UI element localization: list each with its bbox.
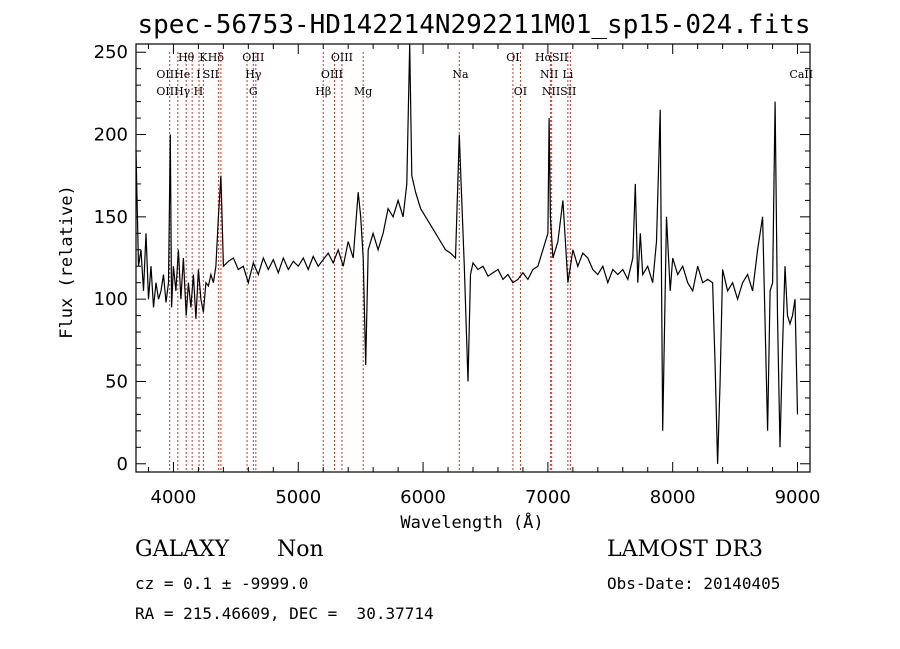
plot-frame	[135, 43, 811, 473]
y-tick-label-2: 100	[94, 289, 128, 310]
line-label-row2-5: Na	[452, 68, 469, 81]
x-tick-label-0: 4000	[151, 487, 197, 508]
x-tick-label-2: 6000	[400, 487, 446, 508]
object-class: GALAXY	[135, 537, 230, 562]
chart-title: spec-56753-HD142214N292211M01_sp15-024.f…	[137, 10, 810, 40]
survey-name: LAMOST DR3	[607, 537, 763, 562]
y-tick-label-1: 50	[105, 371, 128, 392]
coordinates-line: RA = 215.46609, DEC = 30.37714	[135, 604, 434, 623]
line-label-row2-1: I	[196, 68, 200, 81]
line-label-row1-1: K	[199, 51, 208, 64]
line-label-row2-3: Hγ	[245, 68, 262, 81]
line-label-row1-0: Hθ	[178, 51, 195, 64]
line-label-row2-6: NII	[540, 68, 558, 81]
spectral-line-labels: Hθ K Hδ OIII OIII OI HαSII OIIHe I SII Hγ OIII Na NII…	[156, 51, 813, 98]
line-label-row2-0: OIIHe	[156, 68, 190, 81]
y-tick-label-3: 150	[94, 207, 128, 228]
line-label-row1-5: OI	[506, 51, 519, 64]
x-tick-label-3: 7000	[525, 487, 571, 508]
line-label-row1-6: HαSII	[535, 51, 568, 64]
spectral-line-markers	[169, 52, 571, 472]
y-axis-label: Flux (relative)	[57, 185, 77, 339]
y-tick-label-0: 0	[117, 454, 128, 475]
line-label-row1-2: Hδ	[208, 51, 225, 64]
line-label-row2-7: Li	[562, 68, 573, 81]
line-label-row3-3: Hβ	[315, 85, 331, 98]
y-tick-label-5: 250	[94, 42, 128, 63]
spectrum-series-line	[135, 43, 799, 464]
x-tick-label-1: 5000	[275, 487, 321, 508]
x-axis-label: Wavelength (Å)	[400, 511, 543, 533]
line-label-row3-5: OI	[514, 85, 527, 98]
line-label-row1-4: OIII	[331, 51, 353, 64]
line-label-row3-2: G	[249, 85, 258, 98]
line-label-row3-0: OIIHγ	[156, 85, 190, 98]
x-tick-label-5: 9000	[775, 487, 821, 508]
line-label-row2-4: OIII	[321, 68, 343, 81]
line-label-row1-3: OIII	[242, 51, 264, 64]
object-subclass: Non	[277, 537, 324, 562]
obs-date: Obs-Date: 20140405	[607, 574, 781, 593]
line-label-row2-8: CaII	[789, 68, 813, 81]
axis-ticks: 4000 5000 6000 7000 8000 9000 0 50 100 150 200 250	[94, 42, 821, 508]
redshift-line: cz = 0.1 ± -9999.0	[135, 574, 309, 593]
line-label-row2-2: SII	[203, 68, 219, 81]
line-label-row3-1: H	[194, 85, 204, 98]
x-tick-label-4: 8000	[650, 487, 696, 508]
line-label-row3-6: NIISII	[542, 85, 577, 98]
y-tick-label-4: 200	[94, 125, 128, 146]
line-label-row3-4: Mg	[354, 85, 372, 98]
